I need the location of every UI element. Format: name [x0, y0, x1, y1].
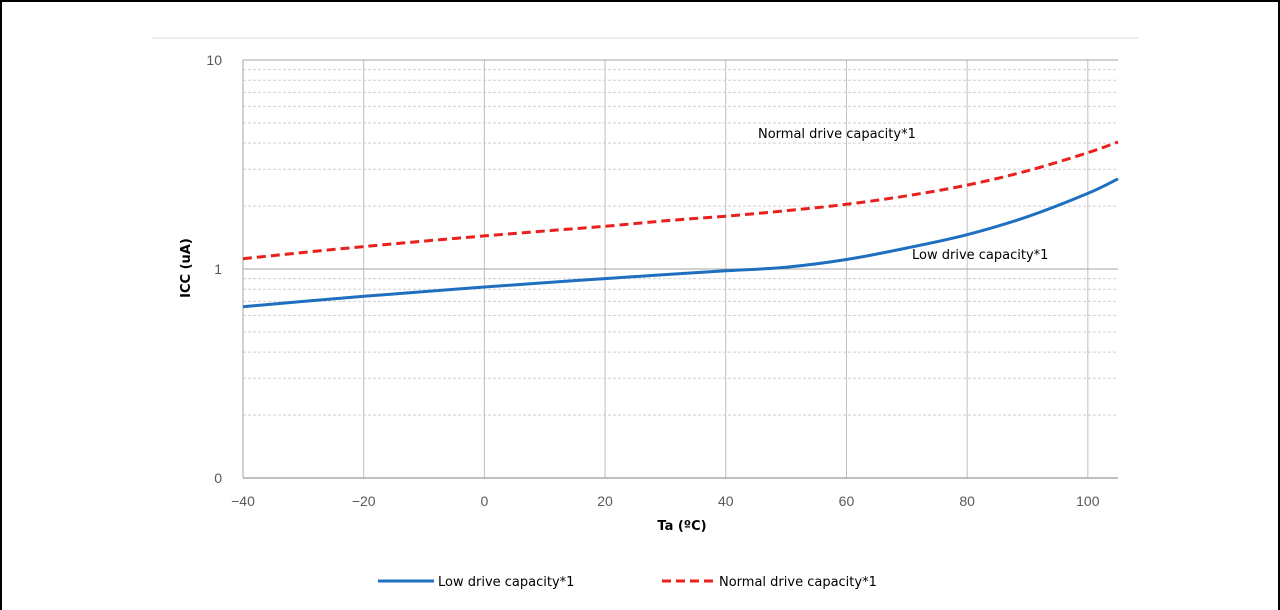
x-tick-label: −20 — [352, 493, 376, 509]
series-layer — [243, 142, 1118, 307]
annotation-normal-drive: Normal drive capacity*1 — [758, 127, 916, 142]
x-tick-label: 60 — [839, 493, 855, 509]
legend-label-low-drive: Low drive capacity*1 — [438, 575, 574, 590]
x-tick-label: 100 — [1076, 493, 1100, 509]
minor-gridlines — [243, 70, 1118, 416]
x-axis-title: Ta (ºC) — [657, 519, 706, 534]
x-tick-label: 40 — [718, 493, 734, 509]
y-tick-label: 1 — [214, 261, 222, 277]
y-axis-title: ICC (uA) — [179, 238, 194, 298]
series-line-low-drive — [243, 179, 1118, 307]
x-tick-label: 0 — [480, 493, 488, 509]
y-tick-label: 0 — [214, 470, 222, 486]
x-tick-label: 80 — [959, 493, 975, 509]
y-tick-labels: 0 1 10 — [206, 52, 222, 486]
y-tick-label: 10 — [206, 52, 222, 68]
series-line-normal-drive — [243, 142, 1118, 259]
x-tick-label: 20 — [597, 493, 613, 509]
legend: Low drive capacity*1 Normal drive capaci… — [378, 575, 877, 590]
x-tick-labels: −40 −20 0 20 40 60 80 100 — [231, 493, 1100, 509]
x-tick-label: −40 — [231, 493, 255, 509]
annotation-low-drive: Low drive capacity*1 — [912, 248, 1048, 263]
legend-label-normal-drive: Normal drive capacity*1 — [719, 575, 877, 590]
